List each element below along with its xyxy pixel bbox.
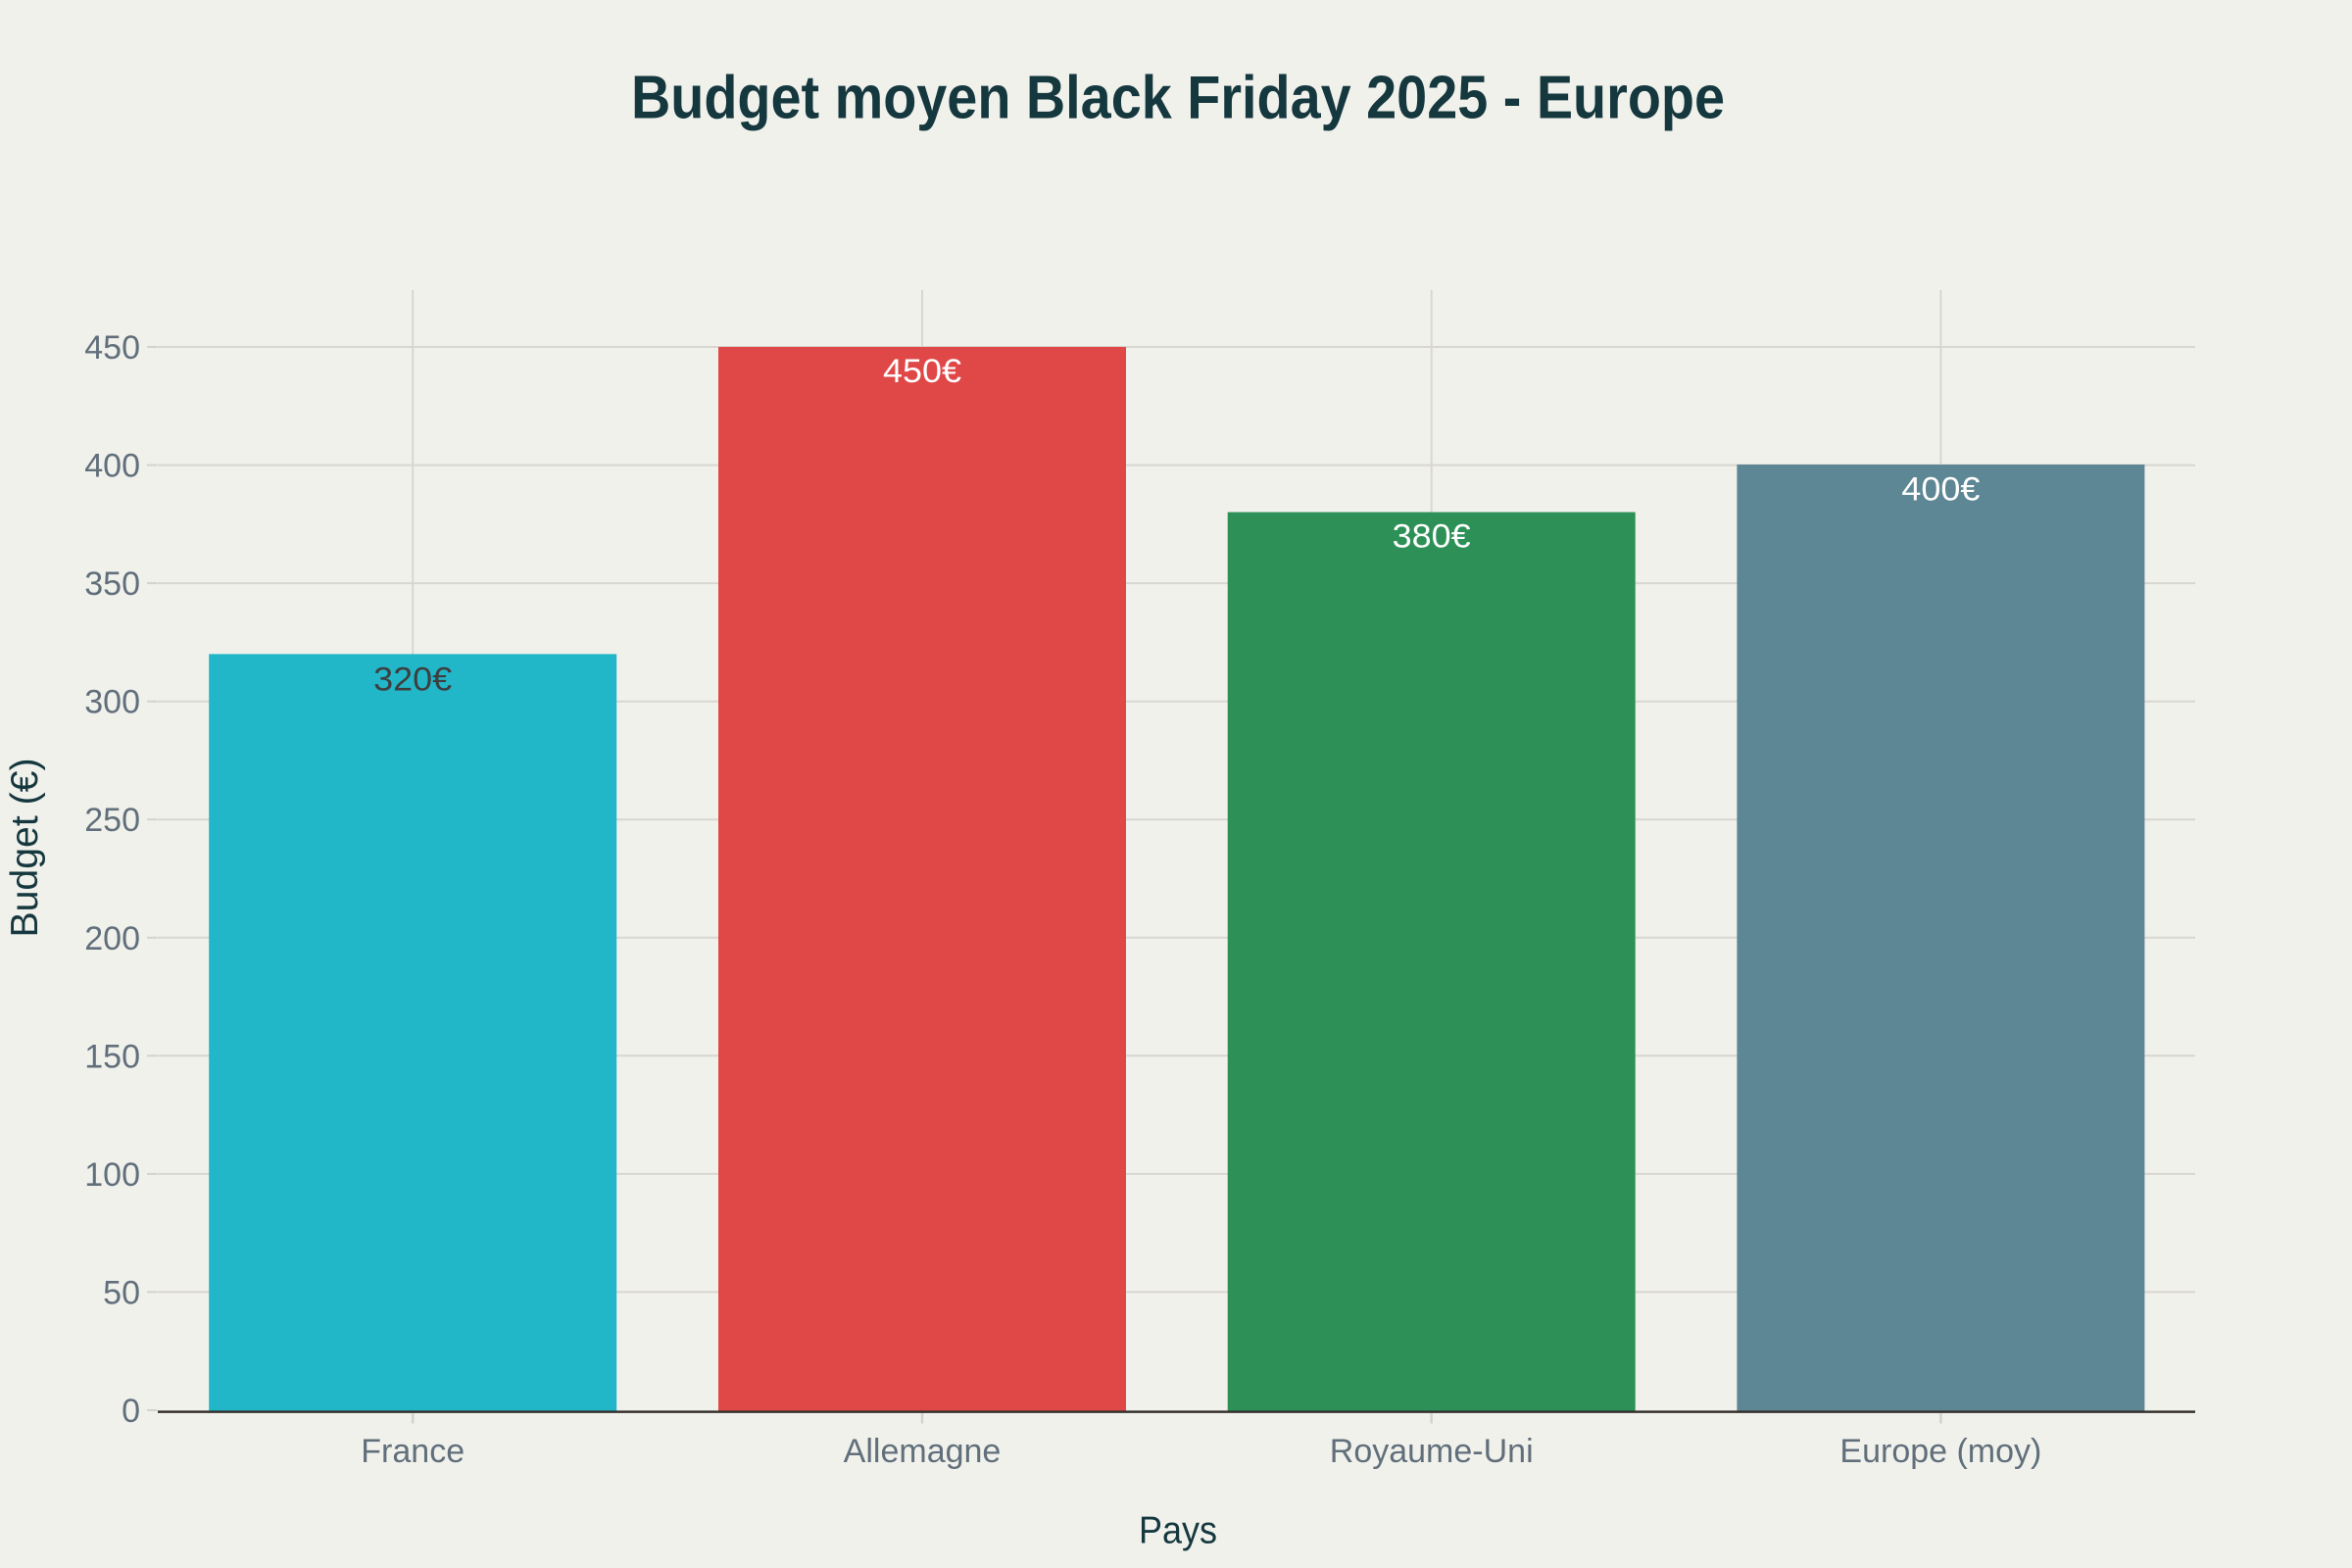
svg-text:380€: 380€ [1393, 517, 1471, 555]
svg-text:200: 200 [84, 920, 140, 957]
svg-text:Budget moyen Black Friday 2025: Budget moyen Black Friday 2025 - Europe [631, 65, 1725, 132]
svg-text:400€: 400€ [1901, 470, 1980, 508]
svg-text:France: France [361, 1433, 465, 1470]
svg-text:Budget (€): Budget (€) [4, 759, 46, 938]
svg-text:150: 150 [84, 1038, 140, 1075]
svg-text:Europe (moy): Europe (moy) [1839, 1433, 2041, 1470]
svg-text:Royaume-Uni: Royaume-Uni [1330, 1433, 1534, 1470]
svg-text:450€: 450€ [883, 353, 961, 390]
svg-text:350: 350 [84, 565, 140, 603]
svg-text:450: 450 [84, 329, 140, 367]
svg-text:250: 250 [84, 802, 140, 839]
svg-text:320€: 320€ [373, 662, 452, 699]
svg-text:Pays: Pays [1139, 1510, 1217, 1552]
svg-text:300: 300 [84, 684, 140, 721]
svg-text:Allemagne: Allemagne [844, 1433, 1002, 1470]
svg-text:50: 50 [103, 1274, 140, 1311]
svg-text:100: 100 [84, 1156, 140, 1194]
svg-text:0: 0 [122, 1393, 140, 1430]
svg-text:400: 400 [84, 448, 140, 485]
